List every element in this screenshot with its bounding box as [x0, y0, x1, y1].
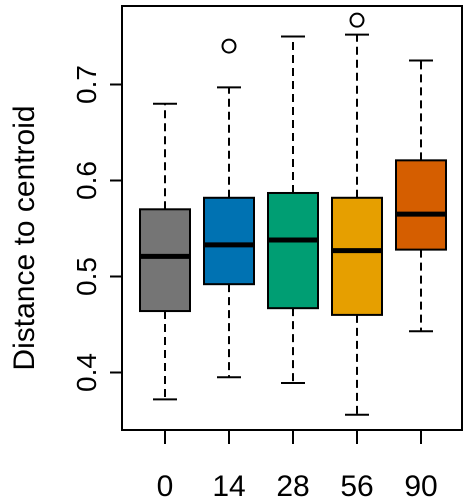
y-tick-label: 0.6 — [71, 161, 102, 200]
box-28 — [267, 35, 319, 385]
y-tick-label: 0.7 — [71, 65, 102, 104]
y-axis-label: Distance to centroid — [8, 105, 41, 370]
x-axis: 0 14 28 56 90 — [157, 429, 438, 503]
iqr-box — [139, 208, 191, 313]
box-90 — [395, 59, 447, 333]
x-tick-label: 0 — [157, 470, 174, 503]
iqr-box — [267, 191, 319, 310]
y-tick-label: 0.4 — [71, 353, 102, 392]
iqr-box — [203, 196, 255, 286]
y-tick-label: 0.5 — [71, 257, 102, 296]
boxes-layer — [139, 12, 447, 416]
x-tick-label: 56 — [340, 470, 373, 503]
box-14 — [203, 38, 255, 379]
outlier-point — [221, 38, 237, 54]
x-tick-label: 28 — [276, 470, 309, 503]
iqr-box — [331, 196, 383, 316]
x-tick-label: 14 — [212, 470, 245, 503]
y-axis: 0.4 0.5 0.6 0.7 — [71, 65, 123, 392]
x-tick-label: 90 — [404, 470, 437, 503]
iqr-box — [395, 159, 447, 251]
box-56 — [331, 12, 383, 416]
box-0 — [139, 102, 191, 401]
outlier-point — [349, 12, 365, 28]
